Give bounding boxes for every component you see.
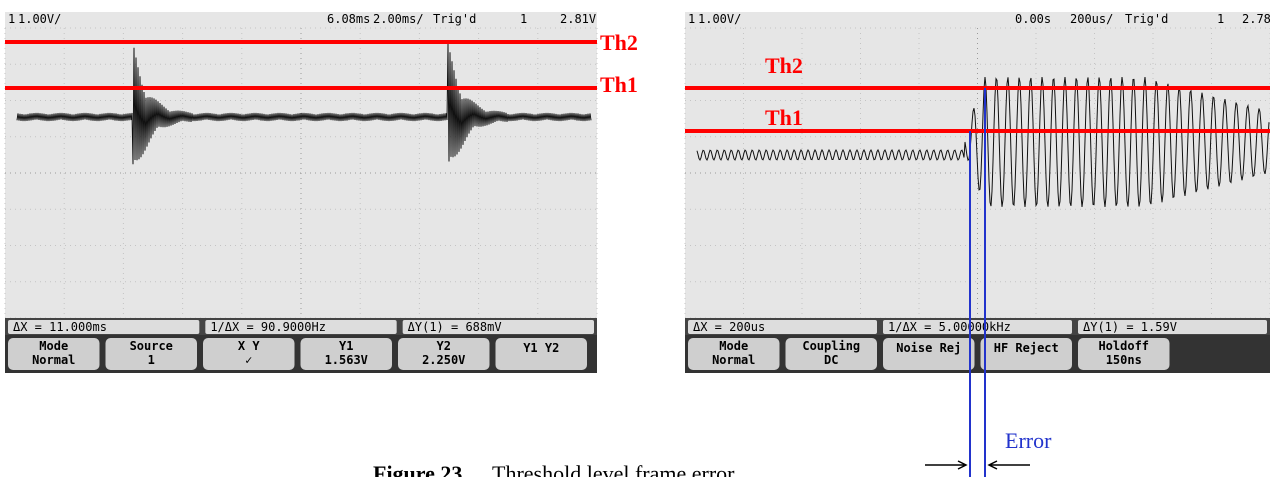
scope-header-channel: 1 — [8, 12, 15, 26]
softkey-value: ✓ — [245, 353, 252, 367]
softkey-value: 2.250V — [422, 353, 465, 367]
scope-header-trigger-source: 1 — [520, 12, 527, 26]
measurement: ΔX = 11.000ms — [13, 320, 107, 334]
threshold-label: Th1 — [765, 105, 803, 130]
threshold-label: Th2 — [600, 30, 638, 55]
softkey-label: Mode — [719, 339, 748, 353]
scope-header-trigger: Trig'd — [1125, 12, 1168, 26]
arrow — [925, 461, 966, 469]
softkey-value: 150ns — [1106, 353, 1142, 367]
softkey-value: 1.563V — [325, 353, 368, 367]
scope-header-trigger-source: 1 — [1217, 12, 1224, 26]
softkey-value: 1 — [148, 353, 155, 367]
measurement: ΔX = 200us — [693, 320, 765, 334]
measurement: 1/ΔX = 5.00000kHz — [888, 320, 1011, 334]
scope-header-channel: 1 — [688, 12, 695, 26]
scope-header-delay: 6.08ms — [327, 12, 370, 26]
scope-header-timebase: 2.00ms/ — [373, 12, 424, 26]
scope-header-trigger: Trig'd — [433, 12, 476, 26]
scope-header-timebase: 200us/ — [1070, 12, 1113, 26]
softkey-label: HF Reject — [994, 341, 1059, 355]
softkey-value: DC — [824, 353, 838, 367]
caption-number: Figure 23. — [373, 461, 468, 477]
measurement: ΔY(1) = 1.59V — [1083, 320, 1177, 334]
measurement: ΔY(1) = 688mV — [408, 320, 502, 334]
scope-header-trigger-level: 2.81V — [560, 12, 596, 26]
softkey-label: Y2 — [437, 339, 451, 353]
softkey-value: Normal — [712, 353, 755, 367]
softkey-label: Source — [130, 339, 173, 353]
softkey-label: Holdoff — [1098, 339, 1149, 353]
softkey-value: Normal — [32, 353, 75, 367]
scope-header-scale: 1.00V/ — [698, 12, 741, 26]
figure: 11.00V/6.08ms2.00ms/Trig'd12.81VTh2Th1ΔX… — [0, 0, 1270, 477]
scope-header-delay: 0.00s — [1015, 12, 1051, 26]
scope-header-scale: 1.00V/ — [18, 12, 61, 26]
error-label: Error — [1005, 428, 1052, 453]
softkey-label: Y1 Y2 — [523, 341, 559, 355]
scope-header-trigger-level: 2.78V — [1242, 12, 1270, 26]
threshold-label: Th1 — [600, 72, 638, 97]
softkey-label: Mode — [39, 339, 68, 353]
softkey-label: Y1 — [339, 339, 353, 353]
threshold-label: Th2 — [765, 53, 803, 78]
caption-text: Threshold level frame error — [492, 461, 735, 477]
softkey-label: Coupling — [802, 339, 860, 353]
softkey-label: Noise Rej — [896, 341, 961, 355]
measurement: 1/ΔX = 90.9000Hz — [210, 320, 326, 334]
arrow — [989, 461, 1030, 469]
softkey-label: X Y — [238, 339, 260, 353]
